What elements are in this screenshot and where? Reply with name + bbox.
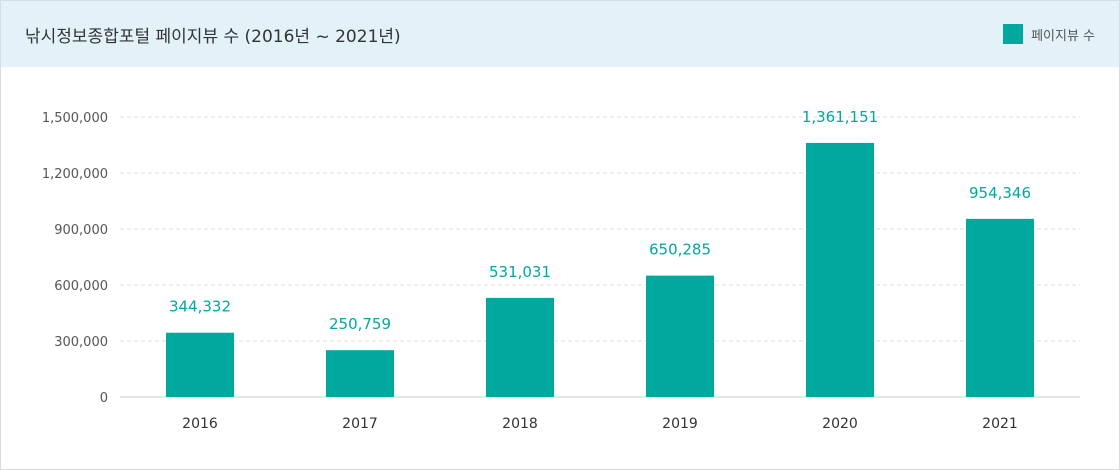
bar-2016: [166, 332, 234, 397]
y-tick-label: 0: [100, 391, 108, 406]
y-tick-label: 600,000: [54, 279, 108, 294]
legend-label: 페이지뷰 수: [1031, 28, 1095, 44]
y-tick-label: 900,000: [54, 223, 108, 238]
x-tick-label: 2021: [982, 416, 1018, 432]
x-tick-label: 2016: [182, 416, 218, 432]
legend: 페이지뷰 수: [1003, 24, 1095, 44]
bar-2018: [486, 297, 554, 397]
x-tick-label: 2017: [342, 416, 378, 432]
bar-2020: [806, 142, 874, 397]
chart-header: 낚시정보종합포털 페이지뷰 수 (2016년 ~ 2021년) 페이지뷰 수: [1, 1, 1119, 67]
y-tick-label: 1,200,000: [42, 167, 108, 182]
data-label: 531,031: [489, 263, 551, 281]
bar-2019: [646, 275, 714, 397]
x-tick-label: 2020: [822, 416, 858, 432]
y-tick-label: 1,500,000: [42, 111, 108, 126]
data-label: 344,332: [169, 298, 231, 316]
data-label: 1,361,151: [802, 108, 878, 126]
data-label: 650,285: [649, 241, 711, 259]
y-tick-label: 300,000: [54, 335, 108, 350]
bar-2017: [326, 350, 394, 397]
data-label: 954,346: [969, 184, 1031, 202]
chart-title: 낚시정보종합포털 페이지뷰 수 (2016년 ~ 2021년): [25, 27, 401, 47]
legend-swatch: [1003, 24, 1024, 44]
data-label: 250,759: [329, 315, 391, 333]
x-tick-label: 2019: [662, 416, 698, 432]
x-tick-label: 2018: [502, 416, 538, 432]
bar-2021: [966, 218, 1034, 397]
